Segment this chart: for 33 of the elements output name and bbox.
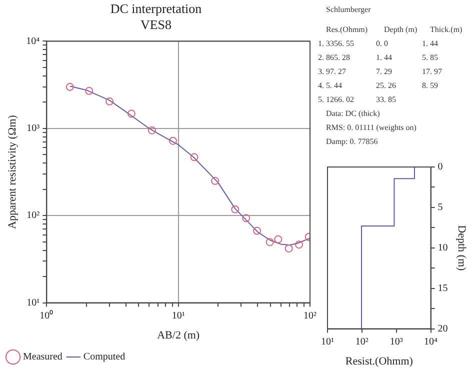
x-tick-label: 10² (304, 310, 316, 322)
y-tick-label: 20 (438, 323, 448, 334)
y-tick-label: 10¹ (26, 297, 40, 308)
chart-subtitle: VES8 (140, 16, 172, 32)
x-axis-title: Resist.(Ohmm) (345, 355, 414, 368)
y-tick-label: 10 (438, 242, 448, 254)
y-tick-label: 5 (438, 202, 443, 214)
x-tick-label: 10³ (390, 336, 403, 348)
y-tick-label: 10³ (26, 123, 40, 134)
text: 1. 3356. 55 0. 0 1. 44 (318, 39, 438, 48)
legend-label: Computed (83, 352, 126, 363)
x-tick-label: 10¹ (321, 336, 334, 348)
text: Damp: 0. 77856 (326, 136, 378, 148)
x-tick-label: 10⁰ (40, 309, 54, 322)
y-tick-label: 10⁴ (26, 36, 40, 47)
y-axis-title: Apparent resistivity (Ωm) (6, 114, 18, 229)
y-tick-label: 10² (26, 210, 40, 222)
text: Data: DC (thick) (326, 108, 380, 120)
y-tick-label: 15 (438, 282, 448, 294)
y-tick-label: 0 (438, 162, 443, 173)
text: 3. 97. 27 7. 29 17. 97 (318, 67, 442, 76)
y-axis-title: Depth (m) (456, 225, 468, 271)
x-axis-title: AB/2 (m) (157, 329, 200, 342)
x-tick-label: 10¹ (172, 310, 185, 322)
text: 5. 1266. 02 33. 85 (318, 95, 396, 104)
text: RMS: 0. 01111 (weights on) (326, 122, 416, 134)
text: 2. 865. 28 1. 44 5. 85 (318, 53, 438, 62)
legend-label: Measured (23, 352, 62, 363)
text: Schlumberger (326, 4, 372, 16)
text: Res.(Ohmm) Depth (m) Thick.(m) (326, 25, 462, 34)
text: 4. 5. 44 25. 26 8. 59 (318, 81, 438, 90)
chart-title: DC interpretation (110, 1, 202, 16)
x-tick-label: 10² (355, 336, 368, 348)
